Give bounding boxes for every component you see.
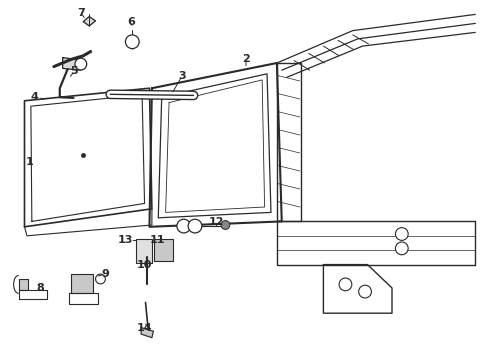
Circle shape	[359, 285, 371, 298]
Bar	[71, 274, 93, 293]
Text: 6: 6	[127, 17, 135, 27]
Text: 7: 7	[77, 8, 85, 18]
Circle shape	[75, 58, 87, 70]
Polygon shape	[63, 58, 83, 70]
Polygon shape	[83, 17, 96, 26]
Text: 14: 14	[137, 323, 152, 333]
Text: 8: 8	[36, 283, 44, 293]
Circle shape	[177, 219, 191, 233]
Circle shape	[395, 242, 408, 255]
Text: 1: 1	[25, 157, 33, 167]
Polygon shape	[141, 328, 153, 338]
Text: 9: 9	[101, 269, 109, 279]
Circle shape	[221, 221, 230, 229]
Text: 3: 3	[178, 71, 186, 81]
Circle shape	[125, 35, 139, 49]
Text: 10: 10	[137, 260, 152, 270]
Circle shape	[96, 274, 105, 284]
Circle shape	[188, 219, 202, 233]
Circle shape	[339, 278, 352, 291]
Text: 12: 12	[209, 217, 224, 228]
Text: 4: 4	[30, 92, 38, 102]
Text: 5: 5	[71, 66, 78, 76]
Bar	[136, 239, 152, 263]
Bar	[19, 279, 28, 290]
Circle shape	[395, 228, 408, 240]
Text: 11: 11	[150, 235, 166, 246]
Text: 13: 13	[118, 235, 133, 246]
Text: 2: 2	[242, 54, 250, 64]
Bar	[154, 239, 173, 261]
